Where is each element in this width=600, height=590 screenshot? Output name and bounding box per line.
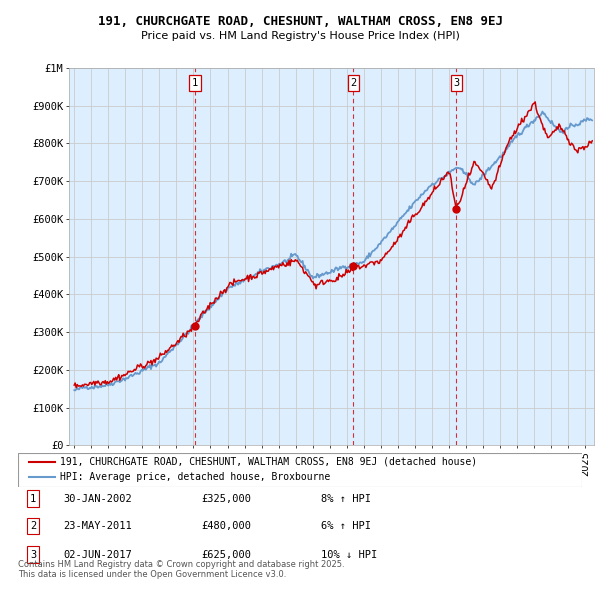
Text: 1: 1 xyxy=(30,494,36,503)
Text: Contains HM Land Registry data © Crown copyright and database right 2025.
This d: Contains HM Land Registry data © Crown c… xyxy=(18,560,344,579)
Text: 2: 2 xyxy=(30,522,36,531)
Text: 3: 3 xyxy=(30,550,36,559)
Text: £480,000: £480,000 xyxy=(201,522,251,531)
Text: 10% ↓ HPI: 10% ↓ HPI xyxy=(321,550,377,559)
Text: 3: 3 xyxy=(453,78,460,88)
Text: 1: 1 xyxy=(191,78,198,88)
Text: HPI: Average price, detached house, Broxbourne: HPI: Average price, detached house, Brox… xyxy=(60,472,331,482)
Text: 6% ↑ HPI: 6% ↑ HPI xyxy=(321,522,371,531)
Text: 191, CHURCHGATE ROAD, CHESHUNT, WALTHAM CROSS, EN8 9EJ (detached house): 191, CHURCHGATE ROAD, CHESHUNT, WALTHAM … xyxy=(60,457,478,467)
Text: £625,000: £625,000 xyxy=(201,550,251,559)
Text: 23-MAY-2011: 23-MAY-2011 xyxy=(63,522,132,531)
Text: 8% ↑ HPI: 8% ↑ HPI xyxy=(321,494,371,503)
Text: £325,000: £325,000 xyxy=(201,494,251,503)
FancyBboxPatch shape xyxy=(18,453,582,487)
Text: 30-JAN-2002: 30-JAN-2002 xyxy=(63,494,132,503)
Text: 2: 2 xyxy=(350,78,356,88)
Text: Price paid vs. HM Land Registry's House Price Index (HPI): Price paid vs. HM Land Registry's House … xyxy=(140,31,460,41)
Text: 191, CHURCHGATE ROAD, CHESHUNT, WALTHAM CROSS, EN8 9EJ: 191, CHURCHGATE ROAD, CHESHUNT, WALTHAM … xyxy=(97,15,503,28)
Text: 02-JUN-2017: 02-JUN-2017 xyxy=(63,550,132,559)
